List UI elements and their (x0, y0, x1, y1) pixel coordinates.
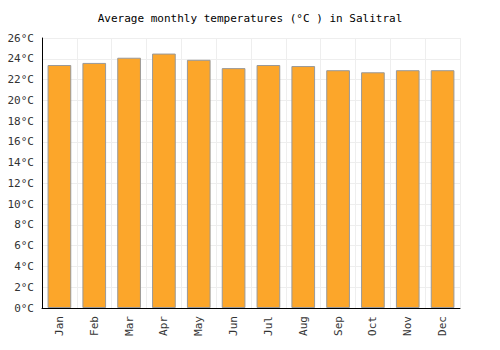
svg-text:26°C: 26°C (8, 32, 35, 45)
svg-text:Sep: Sep (332, 316, 345, 336)
svg-text:16°C: 16°C (8, 135, 35, 148)
svg-text:Aug: Aug (297, 316, 310, 336)
svg-text:Nov: Nov (401, 316, 414, 336)
svg-text:22°C: 22°C (8, 73, 35, 86)
svg-text:10°C: 10°C (8, 198, 35, 211)
svg-text:2°C: 2°C (14, 281, 34, 294)
svg-text:Jun: Jun (227, 316, 240, 336)
svg-text:Mar: Mar (123, 316, 136, 336)
svg-text:18°C: 18°C (8, 115, 35, 128)
svg-text:Dec: Dec (436, 316, 449, 336)
svg-text:24°C: 24°C (8, 52, 35, 65)
svg-text:6°C: 6°C (14, 239, 34, 252)
svg-text:20°C: 20°C (8, 94, 35, 107)
svg-text:14°C: 14°C (8, 156, 35, 169)
svg-text:4°C: 4°C (14, 260, 34, 273)
svg-text:0°C: 0°C (14, 302, 34, 315)
svg-text:Average monthly temperatures (: Average monthly temperatures (°C ) in Sa… (98, 12, 403, 25)
svg-text:Feb: Feb (88, 316, 101, 336)
svg-text:May: May (192, 316, 205, 336)
svg-text:12°C: 12°C (8, 177, 35, 190)
svg-text:8°C: 8°C (14, 218, 34, 231)
svg-text:Jan: Jan (53, 316, 66, 336)
svg-text:Apr: Apr (157, 316, 170, 336)
svg-text:Oct: Oct (366, 316, 379, 336)
svg-text:Jul: Jul (262, 316, 275, 336)
